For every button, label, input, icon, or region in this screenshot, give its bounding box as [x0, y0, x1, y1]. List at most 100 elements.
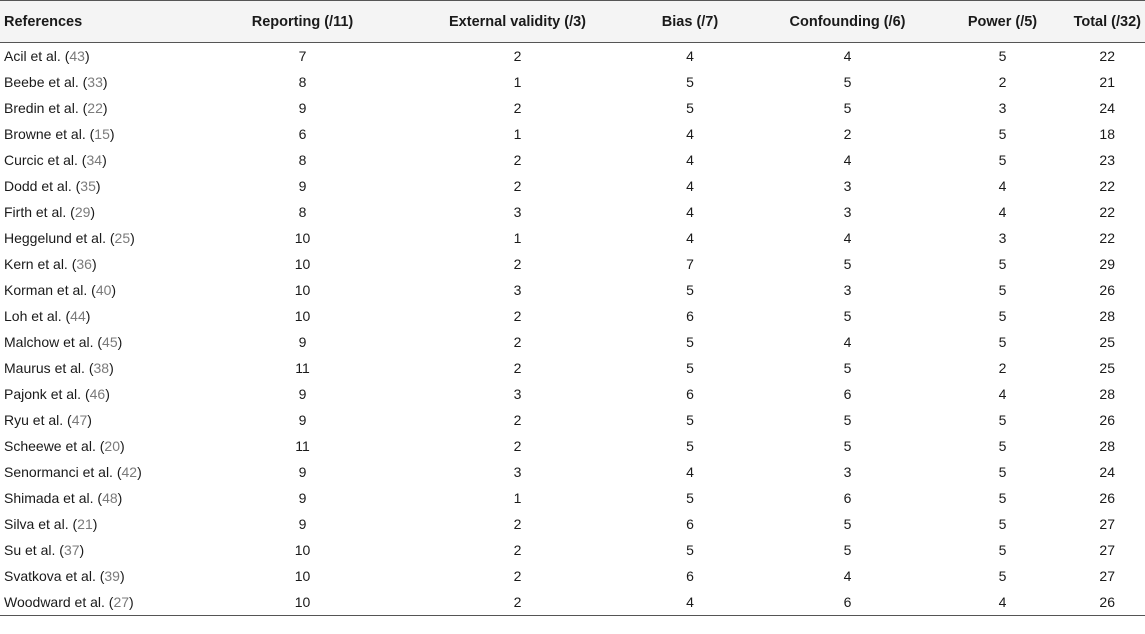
- citation-link[interactable]: 35: [80, 177, 96, 194]
- citation-link[interactable]: 43: [69, 47, 85, 64]
- bias-score: 5: [686, 412, 694, 429]
- citation-link[interactable]: 38: [93, 360, 110, 377]
- total-score: 22: [1099, 203, 1115, 220]
- reporting-score: 10: [294, 255, 311, 272]
- reference-cell: Curcic et al. (34): [4, 151, 107, 168]
- power-score: 2: [998, 360, 1007, 377]
- power-score: 5: [998, 516, 1007, 533]
- author-name: Silva et al.: [4, 516, 69, 533]
- citation-link[interactable]: 42: [121, 464, 138, 481]
- quality-assessment-table: References Reporting (/11) External vali…: [0, 0, 1145, 617]
- reporting-score: 10: [195, 589, 410, 617]
- power-score: 5: [998, 542, 1007, 559]
- citation-link[interactable]: 22: [87, 99, 103, 116]
- confounding-score: 5: [843, 307, 852, 324]
- confounding-score: 5: [843, 73, 852, 90]
- citation-link[interactable]: 27: [113, 594, 130, 611]
- confounding-score: 4: [843, 151, 852, 168]
- bias-score: 4: [686, 47, 694, 64]
- external-validity-score: 2: [513, 542, 522, 559]
- reference-cell: Maurus et al. (38): [4, 360, 114, 377]
- reference-cell: Acil et al. (43): [4, 47, 90, 64]
- total-score: 26: [1099, 490, 1115, 507]
- reference-cell: Su et al. (37): [4, 542, 85, 559]
- confounding-score: 3: [843, 203, 852, 220]
- reporting-score: 7: [298, 47, 307, 64]
- reporting-score: 9: [298, 464, 307, 481]
- reporting-score: 9: [298, 490, 307, 507]
- power-score: 3: [998, 229, 1007, 246]
- confounding-score: 2: [843, 125, 852, 142]
- bias-score: 5: [686, 438, 694, 455]
- confounding-score: 5: [843, 99, 852, 116]
- table-row: Woodward et al. (27) 10 2 4 6 4 26: [0, 589, 1145, 617]
- header-power: Power (/5): [940, 0, 1065, 43]
- author-name: Woodward et al.: [4, 594, 105, 611]
- citation-link[interactable]: 33: [87, 73, 103, 90]
- reporting-score: 9: [298, 516, 307, 533]
- citation-link[interactable]: 29: [74, 203, 91, 220]
- citation-link[interactable]: 39: [104, 568, 120, 585]
- citation-link[interactable]: 46: [89, 386, 106, 403]
- reference-cell: Silva et al. (21): [4, 516, 98, 533]
- total-score: 27: [1099, 568, 1115, 585]
- reporting-score: 8: [298, 203, 307, 220]
- external-validity-score: 3: [513, 464, 522, 481]
- bias-score: 5: [686, 490, 694, 507]
- bias-score: 4: [686, 464, 694, 481]
- citation-link[interactable]: 48: [102, 490, 118, 507]
- total-score: 27: [1099, 542, 1115, 559]
- external-validity-score: 2: [513, 568, 522, 585]
- bias-score: 5: [686, 73, 694, 90]
- total-score: 25: [1099, 334, 1115, 351]
- reference-cell: Korman et al. (40): [4, 281, 117, 298]
- confounding-score: 3: [843, 281, 852, 298]
- citation-link[interactable]: 37: [63, 542, 80, 559]
- total-score: 22: [1099, 177, 1115, 194]
- table-row: Curcic et al. (34) 8 2 4 4 5 23: [0, 147, 1145, 173]
- citation-link[interactable]: 47: [71, 412, 88, 429]
- citation-link[interactable]: 25: [114, 229, 131, 246]
- author-name: Shimada et al.: [4, 490, 94, 507]
- reference-cell: Scheewe et al. (20): [4, 438, 125, 455]
- table-row: Scheewe et al. (20) 11 2 5 5 5 28: [0, 433, 1145, 459]
- external-validity-score: 2: [513, 99, 522, 116]
- table-row: Su et al. (37) 10 2 5 5 5 27: [0, 537, 1145, 563]
- external-validity-score: 1: [513, 73, 522, 90]
- power-score: 4: [998, 203, 1007, 220]
- bias-score: 4: [686, 177, 694, 194]
- header-confounding: Confounding (/6): [755, 0, 940, 43]
- author-name: Acil et al.: [4, 47, 61, 64]
- citation-link[interactable]: 34: [86, 151, 103, 168]
- table-row: Dodd et al. (35) 9 2 4 3 4 22: [0, 173, 1145, 199]
- bias-score: 5: [686, 334, 694, 351]
- power-score: 5: [998, 307, 1007, 324]
- citation-link[interactable]: 40: [95, 281, 112, 298]
- external-validity-score: 2: [513, 47, 522, 64]
- reporting-score: 9: [298, 386, 307, 403]
- external-validity-score: 2: [513, 255, 522, 272]
- bias-score: 5: [686, 542, 694, 559]
- citation-link[interactable]: 15: [94, 125, 110, 142]
- citation-link[interactable]: 20: [104, 438, 120, 455]
- table-row: Bredin et al. (22) 9 2 5 5 3 24: [0, 95, 1145, 121]
- header-references: References: [0, 0, 195, 43]
- table-row: Loh et al. (44) 10 2 6 5 5 28: [0, 303, 1145, 329]
- citation-link[interactable]: 36: [76, 255, 92, 272]
- header-total: Total (/32): [1065, 0, 1145, 43]
- author-name: Senormanci et al.: [4, 464, 113, 481]
- reporting-score: 10: [294, 542, 311, 559]
- total-score: 26: [1099, 412, 1115, 429]
- citation-link[interactable]: 44: [70, 307, 86, 324]
- citation-link[interactable]: 21: [77, 516, 93, 533]
- author-name: Firth et al.: [4, 203, 67, 220]
- citation-link[interactable]: 45: [102, 334, 118, 351]
- confounding-score: 6: [843, 490, 852, 507]
- table-row: Korman et al. (40) 10 3 5 3 5 26: [0, 277, 1145, 303]
- external-validity-score: 2: [513, 360, 522, 377]
- confounding-score: 4: [843, 568, 852, 585]
- confounding-score: 5: [843, 412, 852, 429]
- external-validity-score: 3: [513, 281, 522, 298]
- confounding-score: 5: [843, 255, 852, 272]
- total-score: 26: [1065, 589, 1145, 617]
